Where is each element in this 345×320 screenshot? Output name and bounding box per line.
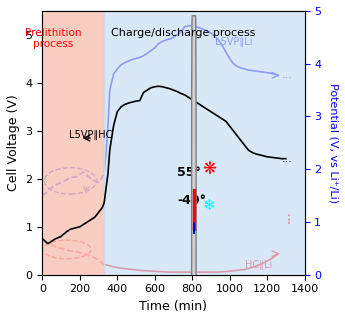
Bar bbox=[42, 11, 104, 275]
Bar bbox=[193, 189, 195, 230]
Text: -40°: -40° bbox=[177, 194, 206, 207]
Text: ...: ... bbox=[282, 70, 293, 80]
Text: ❄: ❄ bbox=[203, 198, 215, 213]
Y-axis label: Potential (V, vs Li⁺/Li): Potential (V, vs Li⁺/Li) bbox=[328, 83, 338, 203]
Text: ...: ... bbox=[282, 154, 293, 164]
Text: ...: ... bbox=[282, 210, 292, 223]
Text: L5VP∥HC: L5VP∥HC bbox=[69, 130, 112, 140]
Text: HC∥Li: HC∥Li bbox=[245, 260, 272, 270]
Text: 55°: 55° bbox=[177, 166, 201, 180]
Text: L5VP∥Li: L5VP∥Li bbox=[215, 37, 252, 47]
FancyBboxPatch shape bbox=[191, 16, 196, 320]
Y-axis label: Cell Voltage (V): Cell Voltage (V) bbox=[7, 94, 20, 191]
Text: Prelithition
process: Prelithition process bbox=[25, 28, 82, 49]
Text: Charge/discharge process: Charge/discharge process bbox=[110, 28, 255, 38]
X-axis label: Time (min): Time (min) bbox=[139, 300, 207, 313]
Text: ❋: ❋ bbox=[203, 160, 216, 178]
Bar bbox=[104, 11, 305, 275]
